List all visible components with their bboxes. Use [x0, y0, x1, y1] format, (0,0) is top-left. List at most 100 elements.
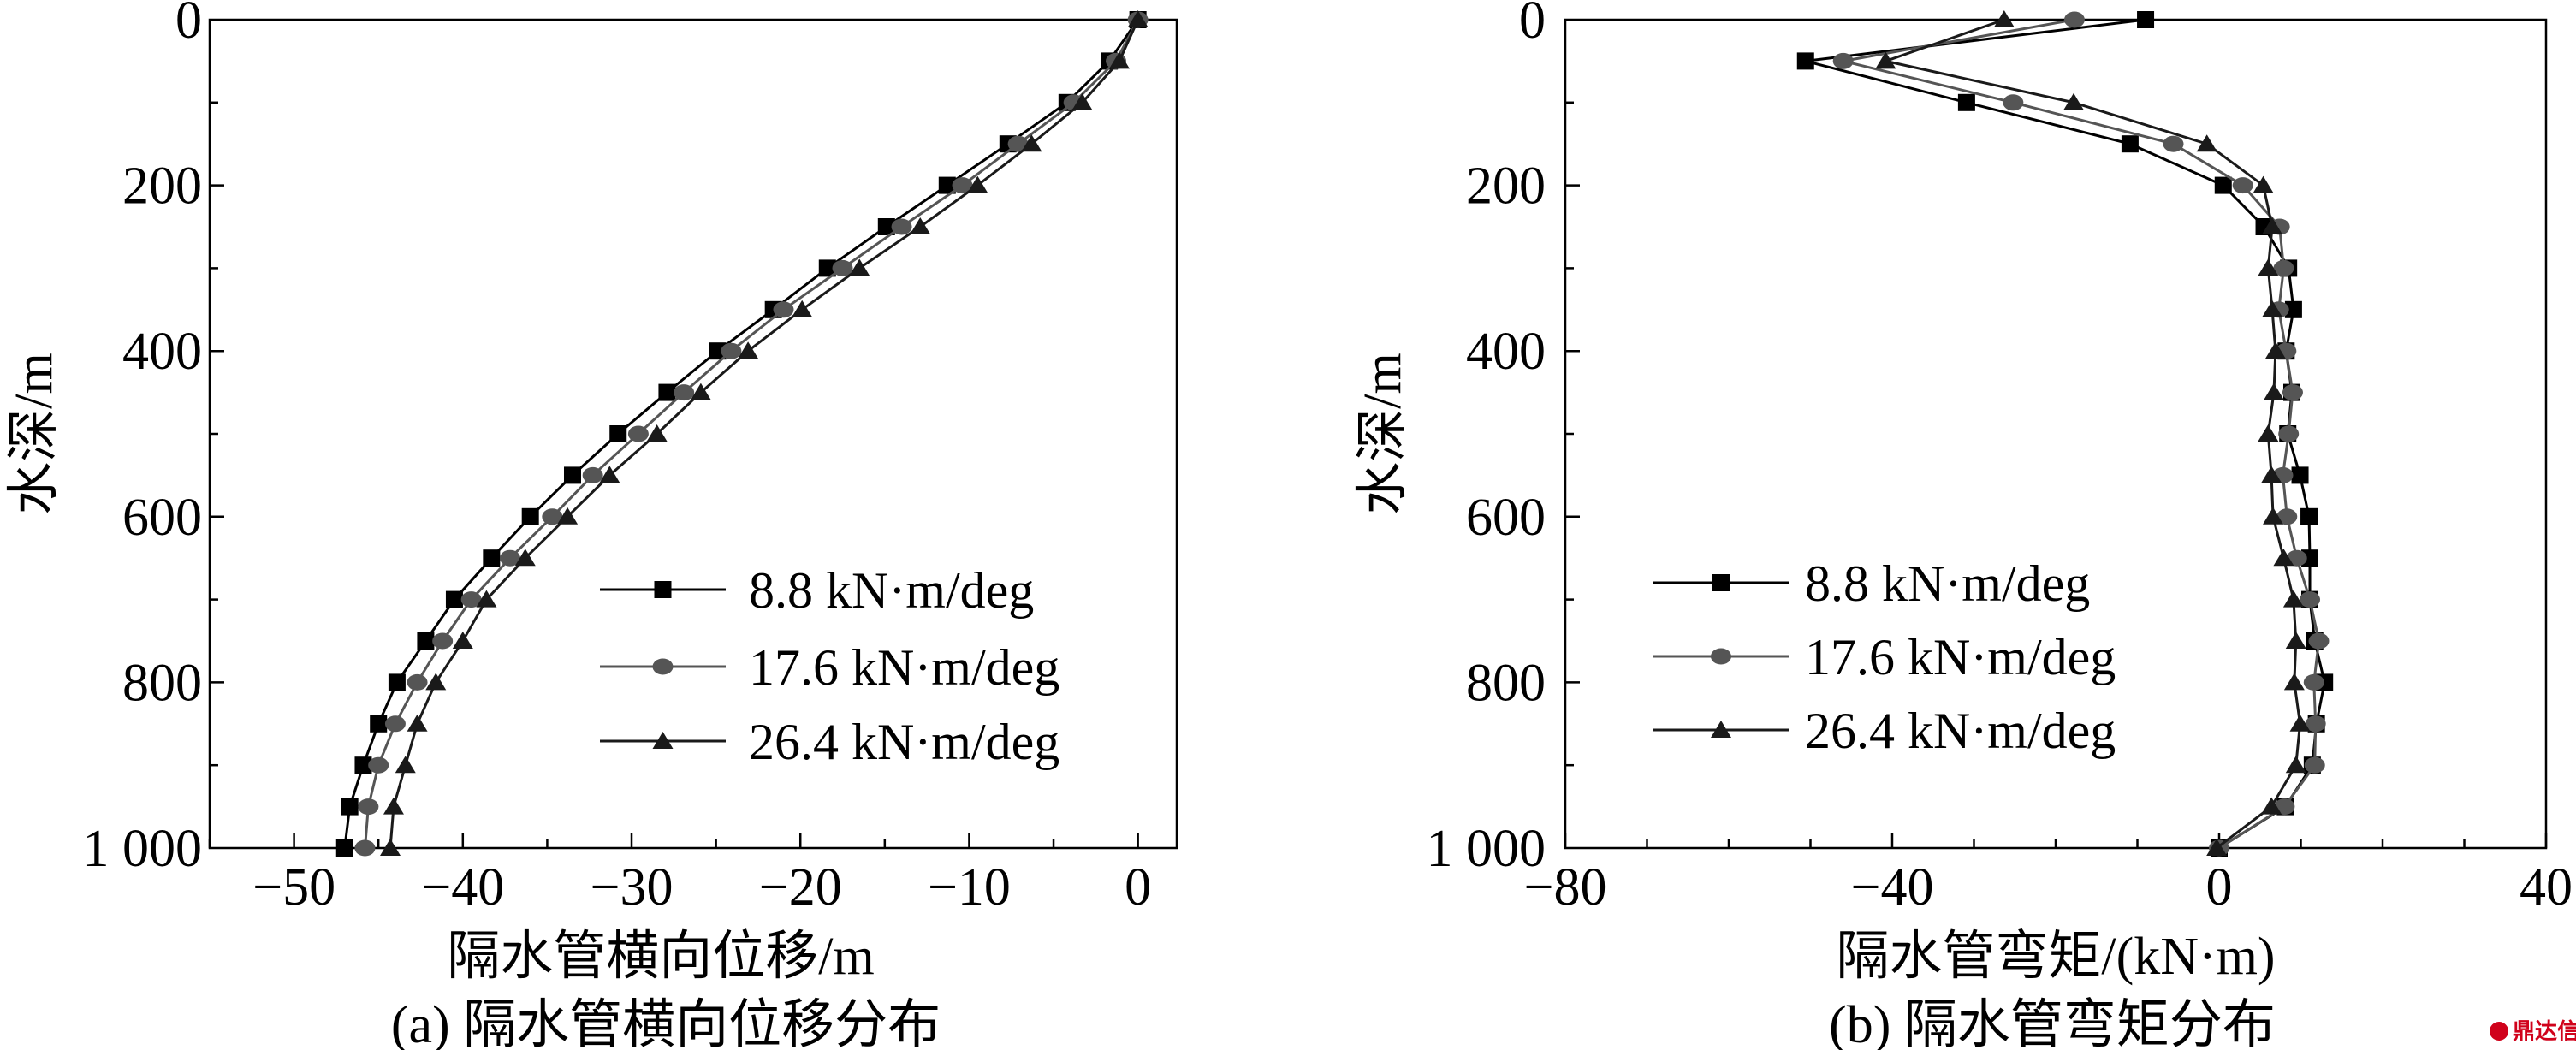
chart-a-xlabel: 隔水管横向位移/m: [447, 928, 874, 986]
chart-b-data-point-square: [2300, 507, 2318, 525]
chart-a-data-point-triangle: [1127, 10, 1149, 27]
chart-b-data-point-circle: [2308, 632, 2330, 650]
chart-b-data-point-triangle: [2258, 424, 2279, 442]
chart-a-legend-item: 17.6 kN·m/deg: [600, 639, 1059, 696]
chart-a-data-point-triangle: [407, 714, 428, 732]
chart-a-data-point-circle: [1007, 135, 1029, 152]
chart-a-x-tick-label: −20: [759, 858, 842, 917]
chart-a-y-tick-label: 400: [122, 323, 202, 381]
chart-a-data-point-triangle: [1071, 92, 1093, 110]
chart-b-data-point-square: [2301, 549, 2319, 567]
chart-a-data-point-square: [658, 383, 676, 401]
legend-label: 17.6 kN·m/deg: [1805, 629, 2116, 685]
chart-a-data-point-square: [521, 507, 539, 525]
legend-marker-square-icon: [1712, 574, 1730, 591]
chart-a-data-point-triangle: [1021, 134, 1042, 152]
chart-a-data-point-triangle: [1108, 51, 1130, 69]
watermark-text: 鼎达信: [2513, 1019, 2576, 1045]
chart-b-data-point-triangle: [2262, 300, 2283, 317]
chart-a-data-point-circle: [952, 177, 973, 194]
chart-b-data-point-square: [2214, 176, 2232, 194]
chart-a-data-point-triangle: [690, 383, 711, 400]
chart-b-data-point-triangle: [2289, 714, 2311, 732]
chart-b-legend-item: 26.4 kN·m/deg: [1653, 703, 2116, 759]
chart-b-data-point-square: [2291, 466, 2309, 484]
chart-b-data-point-square: [2121, 135, 2139, 153]
chart-b-data-point-circle: [2232, 177, 2253, 194]
chart-b-ylabel: 水深/m: [1354, 353, 1412, 514]
chart-a-data-point-circle: [407, 673, 428, 691]
chart-a-data-point-circle: [891, 218, 912, 235]
chart-b-data-point-triangle: [2196, 134, 2217, 152]
chart-a-data-point-triangle: [792, 300, 813, 317]
chart-a-x-tick-label: −30: [591, 858, 674, 917]
chart-b-data-point-triangle: [2262, 217, 2283, 234]
chart-a-data-point-circle: [358, 798, 379, 816]
chart-b-data-point-triangle: [2263, 507, 2284, 525]
legend-label: 17.6 kN·m/deg: [749, 639, 1059, 696]
chart-b-data-point-triangle: [2206, 839, 2228, 856]
chart-a-data-point-circle: [384, 715, 406, 733]
chart-b-y-tick-label: 1 000: [1427, 820, 1546, 878]
chart-a-data-point-square: [938, 176, 956, 194]
legend-label: 8.8 kN·m/deg: [749, 562, 1034, 619]
chart-a-data-point-square: [609, 425, 627, 442]
chart-a-data-point-square: [877, 218, 895, 235]
chart-b-x-tick-label: −80: [1524, 858, 1607, 917]
chart-b-x-tick-label: −40: [1851, 858, 1934, 917]
chart-b-data-point-circle: [2273, 259, 2294, 276]
legend-marker-circle-icon: [652, 658, 674, 675]
chart-a-data-point-square: [335, 839, 353, 857]
chart-b-y-tick-label: 200: [1466, 157, 1546, 216]
chart-a-data-point-circle: [368, 756, 389, 774]
chart-a-data-point-circle: [832, 259, 853, 276]
chart-b-legend-item: 8.8 kN·m/deg: [1653, 555, 2090, 612]
chart-a-data-point-circle: [721, 342, 742, 359]
chart-b-data-point-triangle: [2283, 673, 2305, 691]
chart-a-data-point-triangle: [380, 839, 401, 856]
chart-a-ylabel: 水深/m: [5, 353, 63, 514]
chart-b-data-point-triangle: [2264, 341, 2286, 359]
legend-marker-triangle-icon: [652, 732, 674, 749]
chart-b-data-point-circle: [2003, 94, 2024, 111]
chart-b-data-point-triangle: [2273, 549, 2294, 567]
chart-b-xlabel: 隔水管弯矩/(kN·m): [1836, 928, 2275, 986]
chart-b-bending-moment: 隔水管弯矩/(kN·m) (b) 隔水管弯矩分布 水深/m −80 −40 0 400…: [1354, 0, 2573, 1050]
chart-a-data-point-square: [417, 632, 435, 650]
chart-a-y-tick-label: 0: [175, 0, 202, 50]
chart-b-data-point-circle: [2305, 715, 2326, 733]
chart-a-data-point-triangle: [425, 673, 447, 691]
chart-a-data-point-triangle: [849, 258, 870, 276]
chart-a-data-point-square: [483, 549, 501, 567]
chart-a-data-point-triangle: [395, 756, 416, 774]
chart-b-data-point-triangle: [2261, 466, 2282, 483]
chart-b-data-point-circle: [2063, 11, 2085, 28]
chart-a-series-circle: [354, 11, 1149, 857]
chart-a-series-triangle: [380, 10, 1149, 856]
chart-b-data-point-triangle: [1875, 51, 1896, 69]
chart-b-y-tick-label: 800: [1466, 654, 1546, 712]
chart-b-series-triangle: [1875, 10, 2311, 856]
chart-b-data-point-triangle: [2258, 258, 2279, 276]
chart-a-data-point-triangle: [557, 507, 579, 525]
chart-a-data-point-circle: [674, 384, 695, 401]
chart-b-data-point-square: [1796, 52, 1814, 70]
chart-b-legend-item: 17.6 kN·m/deg: [1653, 629, 2116, 685]
chart-a-data-point-triangle: [383, 797, 404, 815]
chart-b-y-tick-label: 600: [1466, 489, 1546, 547]
watermark-logo: 鼎达信: [2490, 1019, 2576, 1045]
legend-marker-square-icon: [654, 581, 672, 598]
chart-b-data-point-triangle: [2263, 383, 2284, 400]
chart-a-data-point-circle: [460, 591, 482, 608]
chart-a-data-point-square: [445, 590, 463, 608]
chart-b-data-point-square: [1957, 93, 1975, 111]
chart-a-x-tick-label: −40: [421, 858, 504, 917]
chart-a-caption: (a) 隔水管横向位移分布: [391, 996, 941, 1050]
chart-a-data-point-square: [341, 798, 359, 816]
legend-marker-triangle-icon: [1711, 721, 1731, 738]
legend-marker-circle-icon: [1711, 648, 1731, 665]
chart-b-caption: (b) 隔水管弯矩分布: [1829, 996, 2276, 1050]
chart-a-data-point-circle: [354, 839, 376, 857]
chart-a-data-point-triangle: [514, 549, 536, 567]
